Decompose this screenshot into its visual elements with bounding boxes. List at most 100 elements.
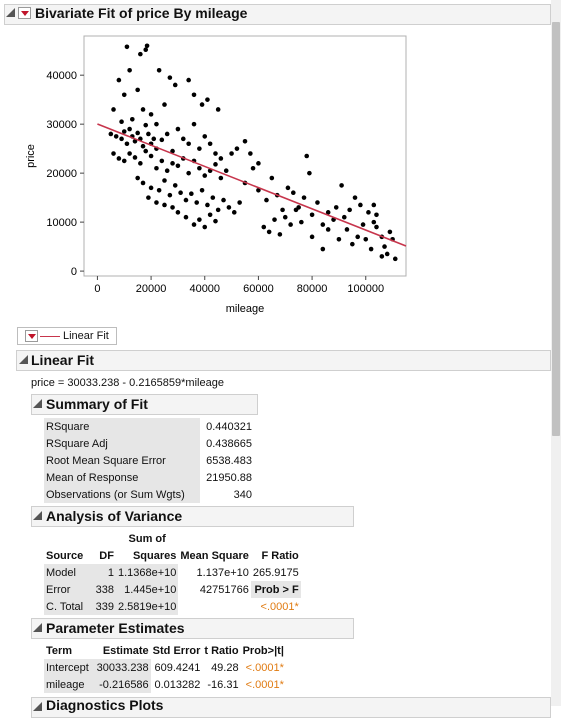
data-point xyxy=(154,121,159,127)
data-point xyxy=(315,200,320,205)
summary-value: 0.438665 xyxy=(206,437,252,450)
data-point xyxy=(215,107,221,112)
data-point xyxy=(366,210,371,215)
anova-source: C. Total xyxy=(44,598,86,615)
data-point xyxy=(207,212,213,218)
anova-header xyxy=(31,506,354,527)
data-point xyxy=(186,77,191,83)
anova-ms-header: Mean Square xyxy=(180,549,249,562)
anova-df: 1 xyxy=(85,564,116,581)
data-point xyxy=(199,187,205,193)
data-point xyxy=(197,165,202,171)
data-point xyxy=(358,202,363,208)
data-point xyxy=(183,197,189,203)
data-point xyxy=(138,161,143,166)
anova-df-header: DF xyxy=(99,549,114,562)
data-point xyxy=(175,126,181,132)
x-tick-label: 40000 xyxy=(189,283,220,295)
anova-source: Model xyxy=(44,564,86,581)
data-point xyxy=(197,146,202,151)
diagnostics-title: Diagnostics Plots xyxy=(46,697,164,713)
data-point xyxy=(162,178,167,183)
data-point xyxy=(360,222,366,227)
data-point xyxy=(250,165,256,171)
y-tick-label: 0 xyxy=(71,266,77,278)
collapse-triangle-icon[interactable] xyxy=(33,399,42,408)
collapse-triangle-icon[interactable] xyxy=(6,8,15,17)
data-point xyxy=(156,187,162,193)
y-tick-label: 20000 xyxy=(46,168,77,180)
parameter-estimates-header xyxy=(31,618,354,639)
data-point xyxy=(368,246,374,252)
data-point xyxy=(146,131,151,137)
data-point xyxy=(266,229,272,235)
data-point xyxy=(132,155,138,160)
vertical-scrollbar[interactable] xyxy=(551,0,561,706)
collapse-triangle-icon[interactable] xyxy=(33,511,42,520)
anova-ss: 1.1368e+10 xyxy=(115,564,179,581)
data-point xyxy=(387,229,393,235)
data-point xyxy=(170,205,175,210)
data-point xyxy=(127,151,132,156)
pe-term: mileage xyxy=(44,676,91,693)
data-point xyxy=(159,158,165,164)
collapse-triangle-icon[interactable] xyxy=(33,623,42,632)
data-point xyxy=(333,205,339,210)
x-axis-label: mileage xyxy=(226,303,265,315)
data-point xyxy=(172,82,178,88)
data-point xyxy=(162,202,167,208)
summary-label: Observations (or Sum Wgts) xyxy=(44,486,200,503)
data-point xyxy=(135,130,140,136)
data-point xyxy=(234,146,240,151)
pe-estimate: 30033.238 xyxy=(90,659,151,676)
data-point xyxy=(124,44,130,50)
linear-fit-legend[interactable]: Linear Fit xyxy=(17,327,117,345)
pe-tratio-header: t Ratio xyxy=(204,644,239,657)
y-axis-label: price xyxy=(25,144,37,168)
anova-row: Model 1 1.1368e+10 1.137e+10 265.9175 xyxy=(44,564,301,581)
scrollbar-thumb[interactable] xyxy=(552,22,560,436)
data-point xyxy=(237,200,242,205)
summary-value: 340 xyxy=(233,488,252,501)
data-point xyxy=(269,175,275,181)
data-point xyxy=(213,162,218,167)
data-point xyxy=(151,136,157,142)
param-row: Intercept 30033.238 609.4241 49.28 <.0001* xyxy=(44,659,286,676)
summary-label: Root Mean Square Error xyxy=(44,452,200,469)
anova-df: 338 xyxy=(85,581,116,598)
data-point xyxy=(382,244,387,249)
data-point xyxy=(119,119,124,125)
data-point xyxy=(226,205,232,210)
summary-label: RSquare Adj xyxy=(44,435,200,452)
data-point xyxy=(121,129,127,134)
collapse-triangle-icon[interactable] xyxy=(19,355,28,364)
data-point xyxy=(170,161,175,166)
y-tick-label: 10000 xyxy=(46,217,77,229)
data-point xyxy=(371,202,377,208)
data-point xyxy=(138,51,143,57)
data-point xyxy=(191,121,197,127)
anova-ms: 42751766 xyxy=(199,583,249,596)
data-point xyxy=(175,163,181,169)
pe-term: Intercept xyxy=(44,659,91,676)
data-point xyxy=(178,190,183,196)
data-point xyxy=(116,156,122,161)
bivariate-header xyxy=(4,4,551,25)
scatter-plot[interactable]: 0 10000 20000 30000 40000 0 20000 40000 60000 80… xyxy=(0,30,420,320)
summary-label: Mean of Response xyxy=(44,469,200,486)
summary-row: Observations (or Sum Wgts) 340 xyxy=(44,486,254,503)
data-point xyxy=(210,195,216,200)
red-menu-dropdown-icon[interactable] xyxy=(18,7,31,19)
x-tick-label: 100000 xyxy=(347,283,384,295)
data-point xyxy=(293,207,299,213)
legend-menu-dropdown-icon[interactable] xyxy=(25,330,38,342)
anova-row: Error 338 1.445e+10 42751766 Prob > F xyxy=(44,581,301,598)
plot-frame xyxy=(83,35,407,277)
report-title: Bivariate Fit of price By mileage xyxy=(35,5,248,21)
anova-row: C. Total 339 2.5819e+10 <.0001* xyxy=(44,598,301,615)
data-point xyxy=(135,175,140,181)
anova-table: Sum of Source DF Squares Mean Square F R… xyxy=(44,530,301,615)
data-point xyxy=(140,143,146,149)
data-point xyxy=(264,197,269,203)
collapse-triangle-icon[interactable] xyxy=(33,702,42,711)
